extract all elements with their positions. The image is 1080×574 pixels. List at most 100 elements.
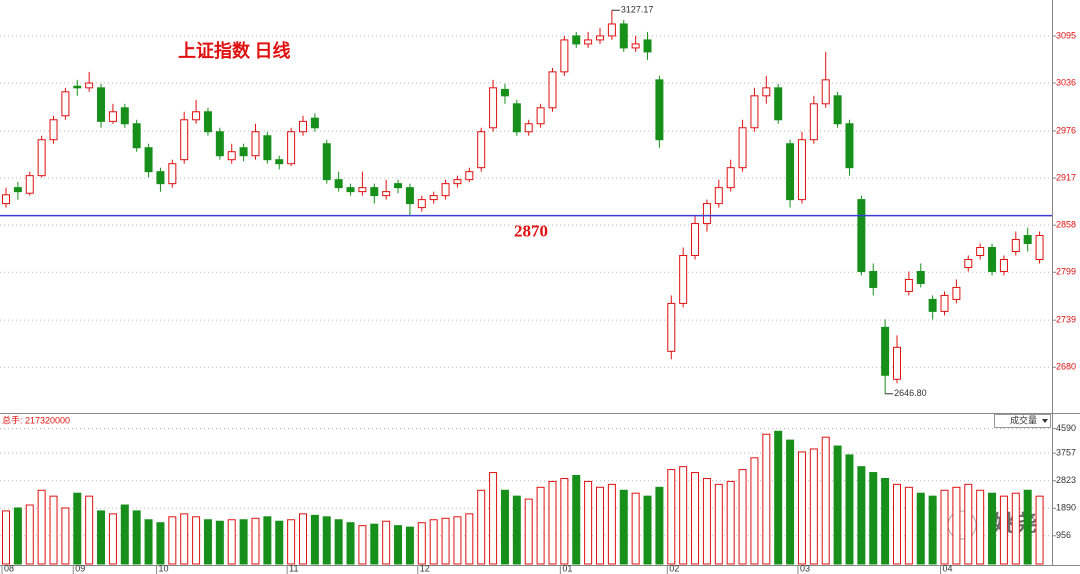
y-tick-label: 2858 xyxy=(1056,220,1076,230)
candle-body xyxy=(999,258,1008,272)
volume-bar xyxy=(49,495,58,565)
dropdown-label[interactable]: 成交量 xyxy=(1010,414,1037,425)
volume-bar xyxy=(952,486,961,565)
candle-body xyxy=(655,79,664,141)
candle-body xyxy=(370,187,379,197)
volume-bar xyxy=(61,507,70,565)
candle-body xyxy=(512,103,521,133)
volume-bar xyxy=(346,522,355,565)
volume-bar xyxy=(904,486,913,565)
candle-body xyxy=(405,187,414,205)
candle-body xyxy=(25,175,34,194)
volume-bar xyxy=(334,519,343,565)
volume-bar xyxy=(251,517,260,565)
candle-body xyxy=(940,294,949,312)
volume-bar xyxy=(560,477,569,565)
candle-body xyxy=(500,88,509,97)
volume-bar xyxy=(287,519,296,565)
candle-body xyxy=(227,151,236,161)
candle-body xyxy=(679,255,688,304)
volume-bar xyxy=(512,495,521,565)
candle-body xyxy=(287,131,296,165)
candle-body xyxy=(988,247,997,272)
volume-bar xyxy=(548,480,557,565)
volume-bar xyxy=(25,504,34,565)
volume-bar xyxy=(465,513,474,565)
x-tick-label: 03 xyxy=(800,563,810,573)
volume-bar xyxy=(299,513,307,565)
volume-bar xyxy=(928,495,937,565)
volume-bar xyxy=(108,513,117,565)
volume-bar xyxy=(976,489,985,565)
volume-bar xyxy=(881,477,890,565)
y-tick-label: 2917 xyxy=(1056,172,1076,182)
candle-body xyxy=(524,123,533,133)
volume-bar xyxy=(607,483,616,565)
x-tick-label: 04 xyxy=(943,563,953,573)
candle-body xyxy=(441,183,450,197)
x-tick-label: 02 xyxy=(669,563,679,573)
candle-body xyxy=(1011,239,1020,253)
volume-bar xyxy=(691,472,700,565)
candle-body xyxy=(774,87,783,121)
candle-body xyxy=(144,147,153,173)
volume-bar xyxy=(2,510,10,565)
volume-bar xyxy=(37,489,46,565)
candle-body xyxy=(726,167,735,189)
volume-bar xyxy=(489,472,498,565)
candle-body xyxy=(1035,235,1044,260)
x-tick-label: 08 xyxy=(4,563,14,573)
candle-body xyxy=(263,135,272,161)
volume-bar xyxy=(726,480,735,565)
candle-body xyxy=(310,117,319,129)
volume-bar xyxy=(310,514,319,565)
volume-bar xyxy=(655,486,664,565)
candle-body xyxy=(275,159,284,165)
volume-bar xyxy=(893,483,901,565)
candle-body xyxy=(108,111,117,122)
volume-bar xyxy=(358,525,367,565)
volume-bar xyxy=(809,448,818,565)
candle-body xyxy=(239,147,248,157)
volume-bar xyxy=(168,516,177,565)
volume-bar xyxy=(821,436,830,565)
volume-bar xyxy=(714,483,723,565)
candle-body xyxy=(536,107,545,125)
volume-bar xyxy=(382,520,391,565)
x-tick-label: 01 xyxy=(562,563,572,573)
min-label: 2646.80 xyxy=(894,388,927,398)
volume-bar xyxy=(429,519,438,565)
chart-title: 上证指数 日线 xyxy=(178,40,291,61)
candle-body xyxy=(1023,235,1032,245)
volume-bar xyxy=(441,517,450,565)
volume-bar xyxy=(964,483,973,565)
candle-body xyxy=(845,123,854,169)
candle-body xyxy=(322,143,331,181)
dropdown-arrow[interactable] xyxy=(1042,419,1048,423)
volume-bar xyxy=(596,486,604,565)
volume-bar xyxy=(1035,495,1044,565)
candle-body xyxy=(893,346,901,380)
volume-total: 总手: 217320000 xyxy=(2,414,70,425)
candle-body xyxy=(691,223,700,257)
y-tick-label: 2976 xyxy=(1056,125,1076,135)
dropdown-box[interactable] xyxy=(994,414,1051,428)
candle-body xyxy=(215,131,224,157)
candle-body xyxy=(548,71,557,109)
y-tick-label: 2680 xyxy=(1056,362,1076,372)
candle-body xyxy=(251,131,260,157)
candle-body xyxy=(465,171,474,181)
candle-body xyxy=(667,302,676,352)
volume-bar xyxy=(156,522,165,565)
candle-body xyxy=(168,163,177,185)
candle-body xyxy=(37,139,46,177)
candle-body xyxy=(916,270,925,284)
candle-body xyxy=(821,79,830,105)
volume-dropdown[interactable]: 成交量 xyxy=(994,414,1051,428)
x-tick-label: 11 xyxy=(289,563,298,573)
level-label: 2870 xyxy=(514,221,548,240)
candle-body xyxy=(809,103,818,141)
candle-body xyxy=(619,23,628,49)
volume-bar xyxy=(916,492,925,565)
